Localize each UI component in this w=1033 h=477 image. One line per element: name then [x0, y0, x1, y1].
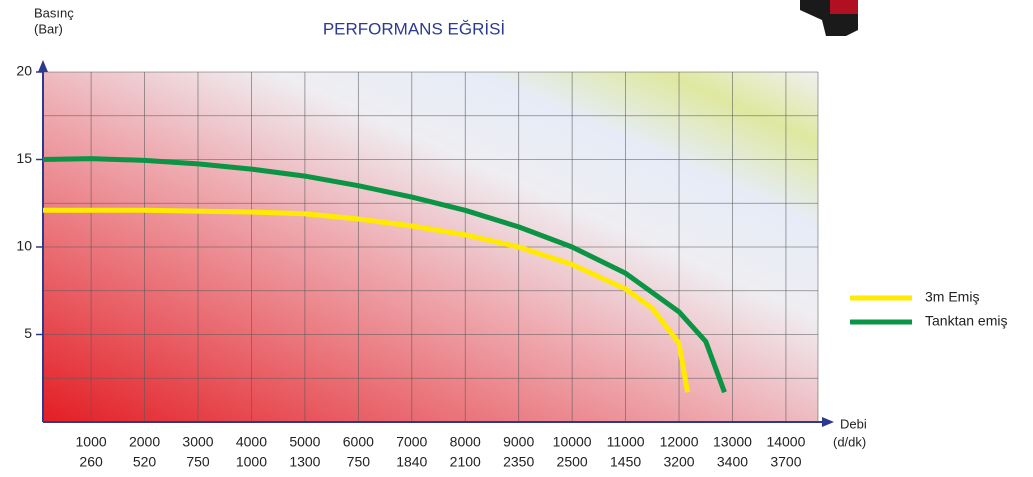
x-tick-label-second-row: 1450 [610, 454, 641, 470]
x-tick-label-second-row: 1000 [236, 454, 267, 470]
x-tick-label: 4000 [236, 434, 267, 450]
x-tick-label: 3000 [182, 434, 213, 450]
x-tick-label-second-row: 750 [347, 454, 371, 470]
x-tick-label: 12000 [660, 434, 699, 450]
y-axis-label: Basınç [34, 5, 74, 20]
x-tick-label-second-row: 2350 [503, 454, 534, 470]
x-tick-label: 7000 [396, 434, 427, 450]
x-tick-label: 1000 [76, 434, 107, 450]
y-axis-label: (Bar) [34, 21, 63, 36]
x-tick-label-second-row: 1840 [396, 454, 427, 470]
x-tick-label: 14000 [766, 434, 805, 450]
y-tick-label: 5 [24, 325, 32, 341]
x-tick-label: 5000 [289, 434, 320, 450]
x-tick-label-second-row: 3200 [663, 454, 694, 470]
y-axis-arrow [38, 60, 48, 72]
x-tick-label-second-row: 2500 [557, 454, 588, 470]
product-image-detail [830, 0, 858, 14]
x-tick-label: 13000 [713, 434, 752, 450]
x-tick-label-second-row: 2100 [450, 454, 481, 470]
x-axis-label: Debi [840, 416, 867, 431]
x-tick-label: 10000 [553, 434, 592, 450]
legend-label: Tanktan emiş [925, 313, 1007, 329]
x-tick-label-second-row: 3700 [770, 454, 801, 470]
legend-label: 3m Emiş [925, 289, 979, 305]
x-tick-label-second-row: 520 [133, 454, 157, 470]
x-axis-label: (d/dk) [833, 434, 866, 449]
series-line [42, 156, 727, 394]
x-axis-arrow [822, 417, 834, 427]
x-tick-label: 11000 [607, 434, 645, 450]
x-tick-label-second-row: 260 [79, 454, 103, 470]
y-tick-label: 10 [16, 238, 32, 254]
y-tick-label: 20 [16, 63, 32, 79]
chart-title: PERFORMANS EĞRİSİ [323, 19, 505, 38]
y-tick-label: 15 [16, 150, 32, 166]
x-tick-label: 9000 [503, 434, 534, 450]
x-tick-label: 2000 [129, 434, 160, 450]
x-tick-label-second-row: 1300 [289, 454, 320, 470]
x-tick-label-second-row: 3400 [717, 454, 748, 470]
x-tick-label-second-row: 750 [186, 454, 210, 470]
x-tick-label: 8000 [450, 434, 481, 450]
series-line [43, 207, 691, 393]
x-tick-label: 6000 [343, 434, 374, 450]
